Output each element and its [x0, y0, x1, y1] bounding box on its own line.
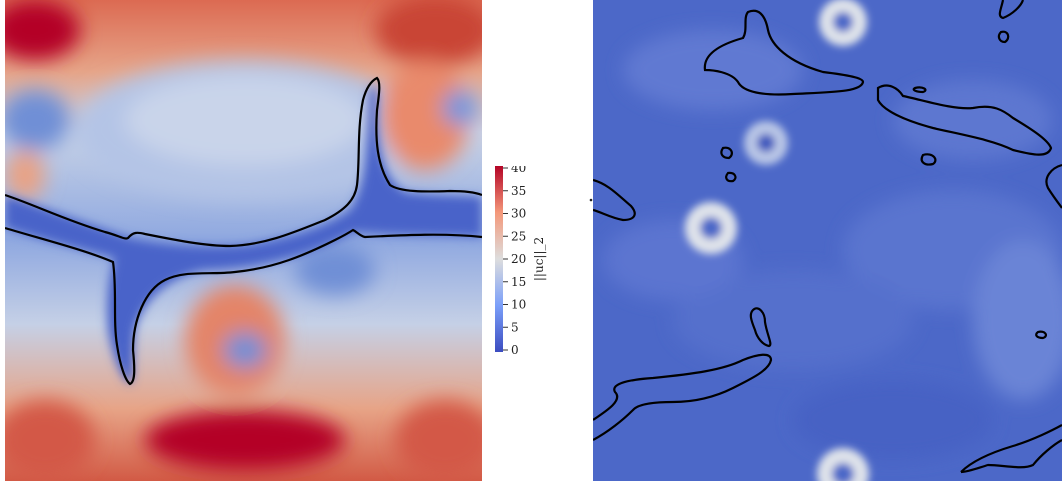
- colorbar-tick-label: 20: [511, 252, 526, 266]
- contour-small-island-a: [997, 30, 1010, 44]
- colorbar-tick-label: 40: [511, 166, 526, 175]
- colorbar: 40 35 30 25 20 15 10 5 0 ||uc||_2: [493, 166, 553, 356]
- colorbar-tick-label: 30: [511, 207, 526, 221]
- upper-front-contour: [5, 76, 482, 248]
- contour-small-island-g: [1035, 330, 1047, 340]
- left-contours: [5, 76, 482, 386]
- left-field-plot: [5, 0, 482, 481]
- contour-bottom-left-blob: [593, 353, 773, 441]
- colorbar-title: ||uc||_2: [532, 237, 546, 281]
- low-velocity-band: [5, 86, 482, 384]
- colorbar-svg: 40 35 30 25 20 15 10 5 0 ||uc||_2: [495, 166, 546, 356]
- contour-bottom-right-blob: [960, 424, 1062, 474]
- contour-small-island-b: [912, 86, 927, 94]
- right-field-panel: [593, 0, 1062, 481]
- contour-top-blob: [703, 9, 865, 96]
- contour-small-island-f: [749, 307, 772, 348]
- colorbar-tick-label: 25: [511, 229, 526, 243]
- lower-front-contour: [5, 226, 482, 386]
- contour-top-right-edge: [998, 0, 1025, 20]
- colorbar-ticks: 40 35 30 25 20 15 10 5 0: [503, 166, 526, 356]
- colorbar-tick-label: 15: [511, 275, 526, 289]
- left-field-panel: [5, 0, 482, 481]
- contour-small-island-d: [720, 146, 733, 160]
- contour-left-edge-blob: [593, 178, 636, 222]
- colorbar-tick-label: 35: [511, 184, 526, 198]
- right-contours: [593, 0, 1062, 474]
- right-field-plot: [593, 0, 1062, 481]
- colorbar-tick-label: 0: [511, 343, 519, 356]
- panel-edge-marker: [589, 193, 593, 203]
- contour-right-elongated: [876, 84, 1053, 156]
- colorbar-gradient: [495, 166, 503, 352]
- colorbar-tick-label: 10: [511, 298, 526, 312]
- contour-small-island-c: [920, 153, 937, 166]
- contour-small-island-e: [725, 171, 737, 183]
- contour-right-edge-blob: [1045, 163, 1062, 209]
- vortex-halos: [685, 0, 869, 481]
- colorbar-tick-label: 5: [511, 320, 519, 334]
